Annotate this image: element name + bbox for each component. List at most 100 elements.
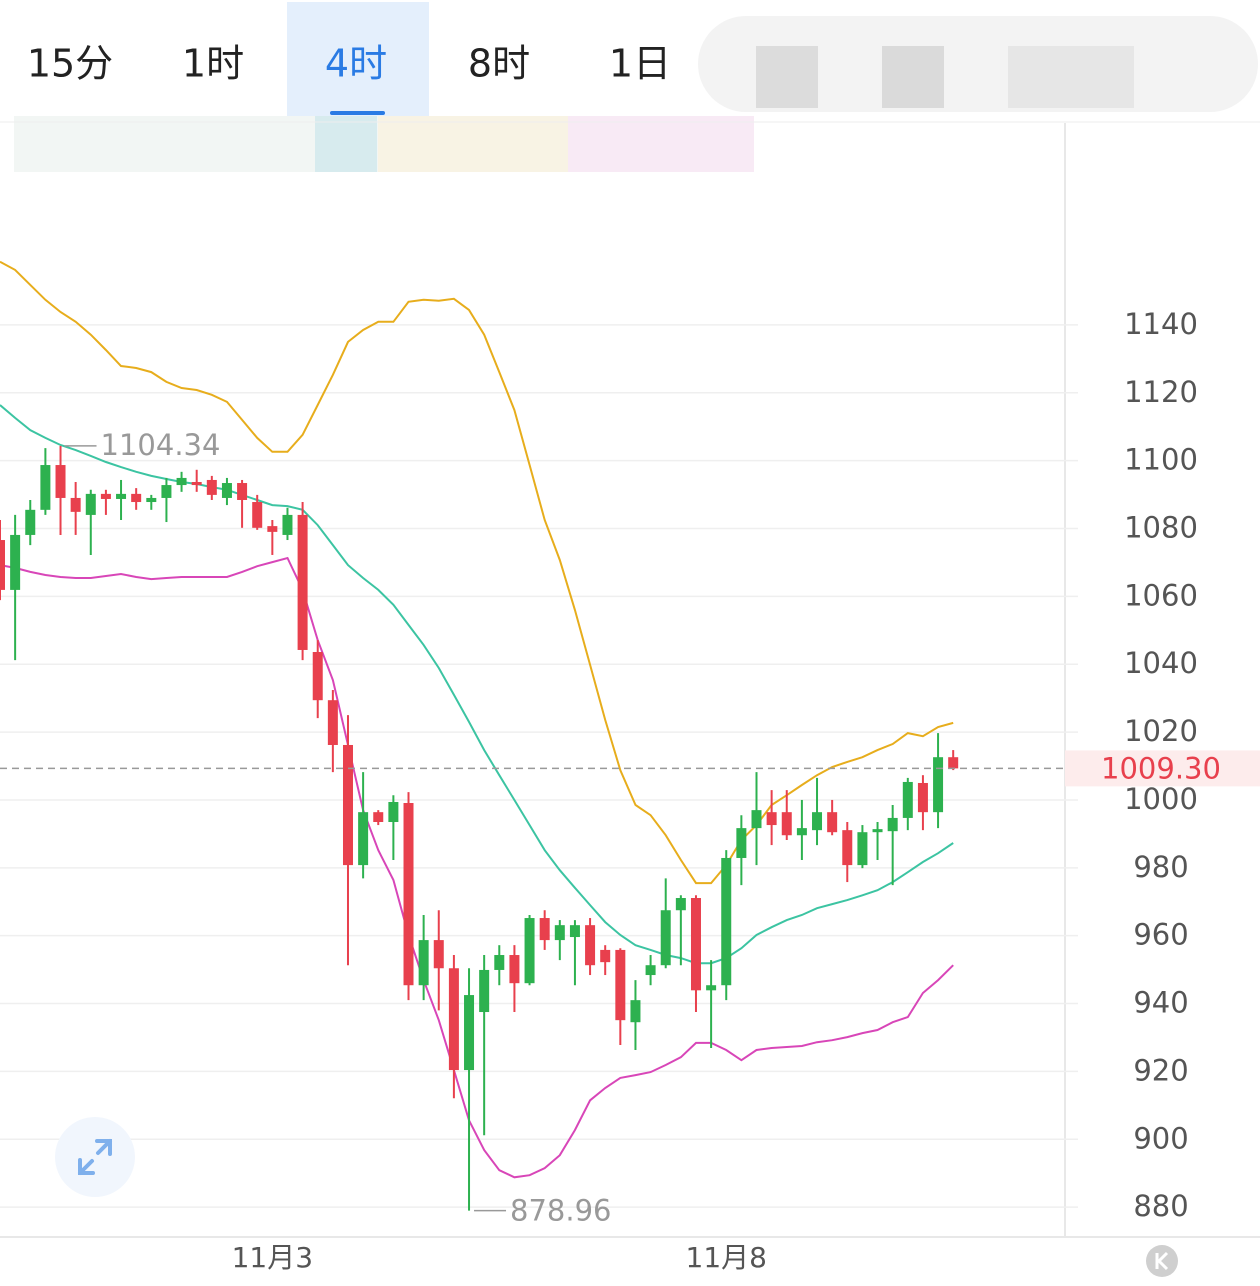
- candle-body: [751, 810, 762, 829]
- bands: [0, 260, 954, 1179]
- candle-body: [887, 817, 898, 832]
- labels: 880 900 920 940 960 980 1000 1020 1040 1060 1080 11…: [0, 307, 1260, 1274]
- y-tick-label: 900: [1133, 1121, 1188, 1155]
- candle-body: [781, 812, 792, 836]
- tab[interactable]: 1时: [182, 42, 244, 86]
- candle-body: [312, 652, 323, 701]
- y-tick-label: 960: [1133, 918, 1188, 952]
- candle-body: [327, 700, 338, 745]
- selected-tab-bg: [287, 2, 429, 116]
- candle-body: [252, 502, 263, 528]
- candle-body: [342, 744, 353, 866]
- candle-body: [433, 940, 444, 969]
- candle-body: [191, 482, 202, 486]
- candle-body: [872, 829, 883, 833]
- candle-body: [358, 812, 369, 866]
- expand-button[interactable]: [55, 1117, 135, 1197]
- candle-body: [448, 968, 459, 1071]
- candle-body: [297, 514, 308, 650]
- tabs: 15分 1时 4时 8时 1日: [27, 42, 671, 86]
- candle-body: [933, 757, 944, 813]
- candle-body: [55, 465, 66, 498]
- candle-body: [766, 812, 777, 826]
- candle-body: [554, 925, 565, 941]
- tab[interactable]: 8时: [468, 42, 530, 86]
- candle-body: [615, 949, 626, 1021]
- max-label: 1104.34: [101, 428, 221, 462]
- blurred-block: [756, 46, 818, 108]
- candle-body: [403, 803, 414, 986]
- selected-tab-underline: [330, 111, 385, 115]
- blurred-block: [882, 46, 944, 108]
- y-tick-label: 920: [1133, 1053, 1188, 1087]
- y-tick-label: 1140: [1124, 307, 1198, 341]
- tab[interactable]: 15分: [27, 42, 113, 86]
- candle-body: [267, 526, 278, 532]
- candle-body: [600, 949, 611, 963]
- candle-body: [479, 969, 490, 1013]
- candle-body: [418, 940, 429, 986]
- tab[interactable]: 4时: [325, 42, 387, 86]
- blurred-strip: [378, 116, 568, 172]
- candle-body: [10, 534, 21, 590]
- candle-body: [569, 925, 580, 938]
- candle-body: [282, 514, 293, 535]
- blurred-strip: [315, 116, 377, 172]
- y-tick-label: 1020: [1124, 714, 1198, 748]
- min-label: 878.96: [510, 1194, 611, 1228]
- last-price-label: 1009.30: [1101, 751, 1221, 785]
- expand-icon: [78, 1139, 112, 1175]
- k-icon: [1155, 1251, 1169, 1271]
- candle-body: [25, 509, 36, 535]
- candle-body: [736, 828, 747, 858]
- y-tick-label: 1040: [1124, 646, 1198, 680]
- tab[interactable]: 1日: [609, 42, 671, 86]
- candle-body: [660, 910, 671, 966]
- x-tick-label: 11月3: [232, 1241, 313, 1274]
- y-tick-label: 1100: [1124, 443, 1198, 477]
- candle-body: [464, 995, 475, 1071]
- candle-body: [70, 497, 81, 512]
- x-tick-label: 11月8: [686, 1241, 767, 1274]
- y-tick-label: 1000: [1124, 782, 1198, 816]
- candle-body: [948, 757, 959, 769]
- last-price-bg: [1065, 750, 1260, 787]
- candle-body: [675, 898, 686, 911]
- candle-body: [706, 985, 717, 991]
- y-tick-label: 1080: [1124, 510, 1198, 544]
- candle-body: [524, 918, 535, 984]
- candle-body: [721, 857, 732, 986]
- candle-body: [917, 782, 928, 813]
- candle-body: [373, 812, 384, 823]
- candle-body: [221, 483, 232, 498]
- y-tick-label: 880: [1133, 1189, 1188, 1223]
- candle-body: [388, 801, 399, 823]
- candle-body: [161, 485, 172, 498]
- candle-body: [237, 483, 248, 500]
- candle-body: [645, 965, 656, 976]
- candle-body: [146, 497, 157, 503]
- y-tick-label: 940: [1133, 986, 1188, 1020]
- band-line: [0, 556, 954, 1179]
- candle-body: [494, 955, 505, 970]
- y-tick-label: 1120: [1124, 375, 1198, 409]
- candle-body: [585, 925, 596, 966]
- y-tick-label: 980: [1133, 850, 1188, 884]
- candle-body: [85, 493, 96, 515]
- k-button[interactable]: [1146, 1245, 1178, 1277]
- candle-body: [827, 812, 838, 833]
- blurred-strip: [568, 116, 754, 172]
- candle-body: [116, 493, 127, 499]
- candle-body: [857, 832, 868, 866]
- candle-body: [0, 540, 5, 590]
- candle-body: [176, 477, 187, 486]
- candle-body: [812, 812, 823, 831]
- band-line: [0, 404, 954, 965]
- candle-body: [40, 465, 51, 510]
- y-tick-label: 1060: [1124, 578, 1198, 612]
- blurred-block: [1008, 46, 1134, 108]
- candle-body: [796, 828, 807, 836]
